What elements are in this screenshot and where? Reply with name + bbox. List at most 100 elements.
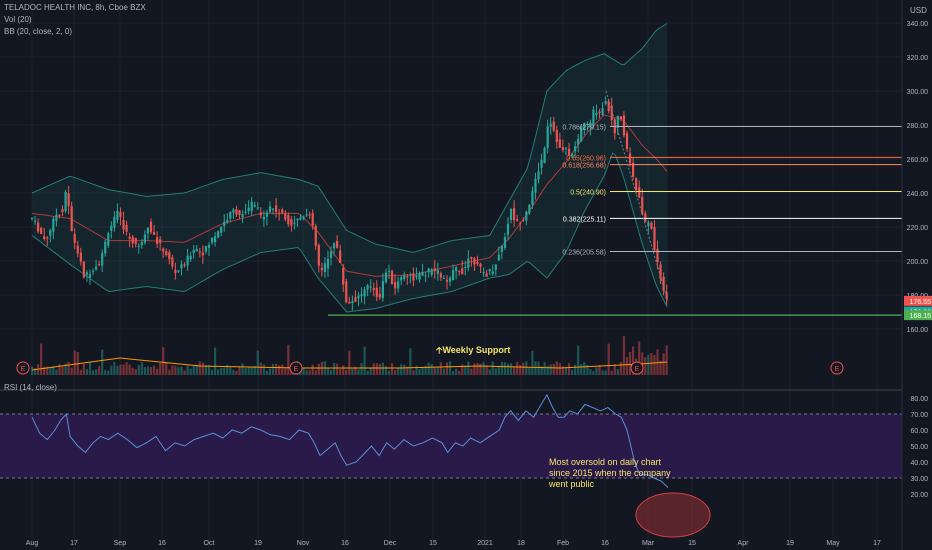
volume-bar [342, 365, 345, 375]
volume-bar [241, 363, 244, 375]
volume-bar [482, 362, 485, 375]
candle-body [342, 267, 345, 285]
volume-bar [165, 361, 168, 375]
volume-bar [494, 368, 497, 375]
price-tick-label: 300.00 [907, 89, 929, 96]
volume-bar [583, 362, 586, 375]
volume-bar [226, 364, 229, 375]
candle-body [461, 268, 464, 275]
volume-bar [262, 364, 265, 375]
earnings-marker [289, 361, 303, 375]
volume-bar [217, 369, 220, 375]
volume-bar [433, 366, 436, 375]
volume-legend: Vol (20) [4, 15, 32, 24]
volume-bar [85, 369, 89, 375]
volume-bar [113, 361, 116, 375]
time-tick-label: 16 [158, 540, 166, 547]
candle-body [37, 222, 40, 232]
candle-body [494, 264, 497, 270]
candle-body [464, 267, 467, 269]
candle-body [110, 225, 113, 231]
candle-body [625, 133, 629, 149]
volume-bar [647, 354, 650, 375]
candle-body [412, 273, 415, 281]
candle-body [430, 269, 433, 275]
candle-body [653, 226, 656, 250]
volume-bar [229, 366, 232, 375]
volume-bar [540, 366, 543, 375]
rsi-annotation: Most oversold on daily chart since 2015 … [549, 457, 671, 489]
volume-bar [98, 366, 101, 375]
volume-bar [101, 349, 104, 375]
candle-body [638, 187, 641, 198]
volume-bar [363, 346, 366, 375]
candle-body [635, 178, 638, 191]
volume-bar [497, 366, 500, 375]
candle-body [174, 269, 177, 274]
candle-body [317, 244, 320, 266]
fib-level-label: 0.5(240.90) [570, 189, 606, 196]
candle-body [201, 252, 204, 256]
volume-bar [549, 364, 552, 375]
volume-bar [436, 367, 439, 375]
earnings-marker [16, 361, 30, 375]
candle-body [101, 253, 104, 266]
candle-body [662, 276, 665, 291]
candle-body [43, 236, 46, 240]
candle-body [409, 274, 412, 276]
candle-body [134, 237, 137, 245]
volume-bar [384, 366, 388, 375]
candle-body [433, 268, 436, 272]
volume-bar [40, 343, 43, 375]
volume-bar [107, 370, 110, 375]
candle-body [336, 240, 339, 248]
volume-bar [619, 361, 622, 375]
candle-body [406, 276, 409, 278]
fibonacci-levels: 0.786(279.15) 0.65(260.96)0.618(256.68) 0.… [562, 90, 902, 302]
volume-bar [570, 369, 574, 375]
candle-body [278, 213, 281, 215]
candle-body [482, 272, 485, 274]
candle-body [271, 208, 275, 210]
volume-bar [366, 370, 369, 375]
candle-body [220, 226, 223, 233]
volume-bar [311, 364, 314, 375]
candle-body [229, 212, 232, 219]
volume-bar [381, 362, 384, 375]
candle-body [91, 270, 95, 272]
candle-body [159, 239, 162, 243]
candle-body [476, 262, 479, 264]
candle-body [369, 286, 372, 288]
candle-body [381, 281, 384, 299]
volume-bar [308, 370, 311, 375]
candle-body [506, 223, 510, 235]
volume-bar [516, 362, 519, 375]
volume-bar [183, 370, 186, 375]
price-tick-label: 200.00 [907, 259, 929, 266]
candle-body [445, 279, 449, 282]
volume-bar [223, 367, 226, 375]
candle-body [583, 122, 586, 130]
volume-bar [177, 367, 180, 375]
candle-body [586, 123, 589, 125]
candle-body [644, 213, 647, 222]
candle-body [180, 264, 183, 269]
candle-body [436, 270, 439, 274]
volume-bar [278, 365, 281, 375]
time-tick-label: 15 [429, 540, 437, 547]
volume-bar [607, 343, 610, 375]
volume-bar [354, 366, 357, 375]
volume-bar [632, 346, 635, 375]
fib-level-label: 0.786(279.15) [562, 124, 606, 131]
volume-bar [198, 361, 201, 375]
candle-body [348, 301, 351, 304]
volume-bar [509, 363, 513, 375]
candle-body [641, 196, 644, 215]
volume-bar [326, 368, 330, 375]
candle-body [177, 270, 180, 272]
volume-bar [52, 366, 55, 375]
time-tick-label: 15 [688, 540, 696, 547]
volume-bar [564, 367, 568, 375]
candle-body [143, 234, 146, 243]
candle-body [418, 273, 421, 280]
